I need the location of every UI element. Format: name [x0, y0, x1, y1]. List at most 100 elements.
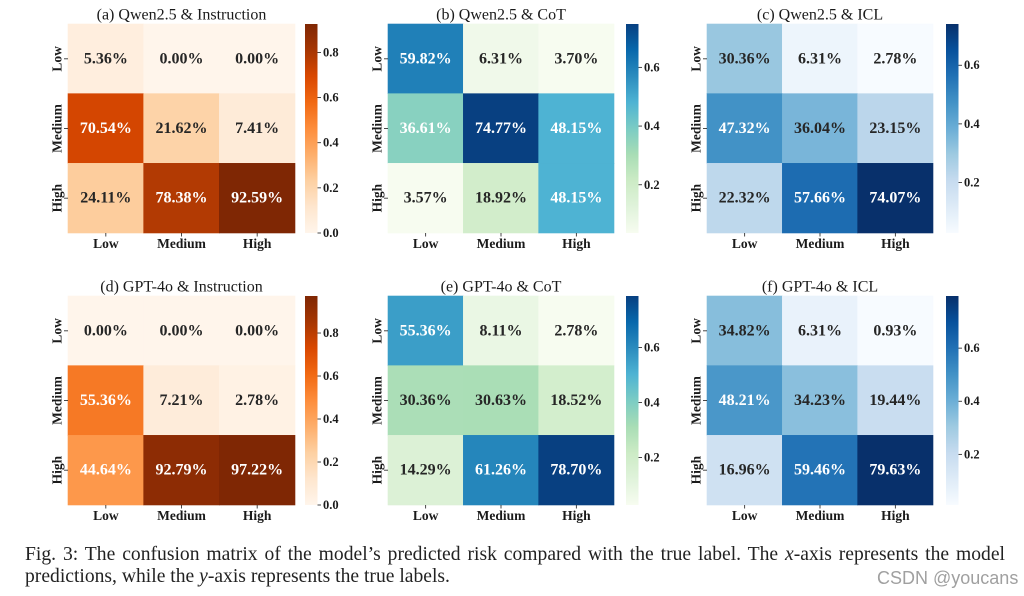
x-tick-label: Medium [796, 236, 846, 251]
x-tick-label: Medium [157, 508, 207, 523]
cell-annotation: 92.59% [231, 190, 283, 207]
heatmap-cell [67, 93, 144, 164]
cell-annotation: 36.04% [794, 120, 846, 137]
y-tick-label: High [50, 455, 65, 484]
cell-annotation: 19.44% [869, 392, 921, 409]
heatmap-cell [538, 163, 615, 234]
heatmap-cell [538, 435, 615, 506]
confusion-matrix-figure: (a) Qwen2.5 & Instruction 5.36% 0.00% 0.00%… [50, 7, 981, 524]
colorbar-tick-label: 0.8 [323, 45, 339, 59]
x-tick-label: High [562, 236, 591, 251]
colorbar-tick-label: 0.4 [323, 412, 339, 426]
colorbar-tick-label: 0.6 [323, 369, 339, 383]
cell-annotation: 34.82% [719, 322, 771, 339]
cell-annotation: 5.36% [84, 50, 128, 67]
heatmap-panel-b: (b) Qwen2.5 & CoT 59.82% 6.31% 3.70% 36.61% 7… [370, 7, 661, 252]
x-tick-label: Medium [477, 508, 527, 523]
panel-title: (c) Qwen2.5 & ICL [757, 7, 883, 24]
colorbar-tick-label: 0.4 [964, 117, 980, 131]
heatmap-cell [463, 435, 539, 506]
heatmap-cell [857, 163, 934, 234]
cell-annotation: 92.79% [156, 462, 208, 479]
colorbar-tick-label: 0.2 [323, 455, 339, 469]
heatmap-panel-a: (a) Qwen2.5 & Instruction 5.36% 0.00% 0.00%… [50, 7, 340, 252]
heatmap-cell [706, 93, 783, 164]
cell-annotation: 79.63% [869, 462, 921, 479]
cell-annotation: 18.92% [475, 190, 527, 207]
cell-annotation: 2.78% [235, 392, 279, 409]
cell-annotation: 6.31% [798, 50, 842, 67]
x-tick-label: Low [732, 508, 758, 523]
cell-annotation: 34.23% [794, 392, 846, 409]
colorbar [305, 296, 318, 505]
heatmap-cell [143, 435, 220, 506]
heatmap-panel-f: (f) GPT-4o & ICL 34.82% 6.31% 0.93% 48.21% 34… [689, 279, 981, 524]
colorbar-tick-label: 0.4 [964, 394, 980, 408]
y-tick-label: High [370, 183, 385, 212]
y-tick-label: High [689, 455, 704, 484]
heatmap-cell [857, 435, 934, 506]
heatmap-cell [67, 23, 144, 94]
colorbar-tick-label: 0.2 [964, 447, 980, 461]
colorbar [305, 24, 318, 233]
heatmap-cell [463, 93, 539, 164]
heatmap-cell [219, 365, 296, 436]
heatmap-cell [782, 295, 858, 366]
x-tick-label: High [881, 236, 910, 251]
y-tick-label: High [689, 183, 704, 212]
heatmap-cell [143, 365, 220, 436]
heatmap-panel-c: (c) Qwen2.5 & ICL 30.36% 6.31% 2.78% 47.32% 3… [689, 7, 981, 252]
y-tick-label: Low [370, 318, 385, 344]
caption-text-part3: -axis represents the true labels. [207, 566, 450, 587]
heatmap-cell [143, 163, 220, 234]
colorbar-tick-label: 0.6 [964, 58, 980, 72]
cell-annotation: 23.15% [869, 120, 921, 137]
colorbar-tick-label: 0.0 [323, 226, 339, 240]
heatmap-cell [219, 435, 296, 506]
x-tick-label: Low [413, 236, 439, 251]
cell-annotation: 48.15% [550, 120, 602, 137]
cell-annotation: 48.21% [719, 392, 771, 409]
heatmap-cell [706, 365, 783, 436]
figure-caption: Fig. 3: The confusion matrix of the mode… [25, 544, 1005, 588]
colorbar-tick-label: 0.6 [323, 91, 339, 105]
heatmap-cell [782, 365, 858, 436]
panel-title: (d) GPT-4o & Instruction [100, 279, 263, 296]
panel-title: (f) GPT-4o & ICL [762, 279, 878, 296]
cell-annotation: 74.07% [869, 190, 921, 207]
cell-annotation: 16.96% [719, 462, 771, 479]
colorbar [626, 24, 639, 233]
y-tick-label: Medium [50, 103, 65, 153]
colorbar [946, 24, 959, 233]
heatmap-cell [538, 365, 615, 436]
colorbar-tick-label: 0.2 [644, 451, 660, 465]
cell-annotation: 36.61% [400, 120, 452, 137]
cell-annotation: 48.15% [550, 190, 602, 207]
heatmap-cell [387, 163, 464, 234]
colorbar-tick-label: 0.8 [323, 326, 339, 340]
watermark: CSDN @youcans [877, 568, 1019, 588]
cell-annotation: 0.93% [873, 322, 917, 339]
y-tick-label: Low [689, 46, 704, 72]
x-tick-label: Medium [157, 236, 207, 251]
heatmap-cell [706, 163, 783, 234]
cell-annotation: 2.78% [873, 50, 917, 67]
x-tick-label: Medium [796, 508, 846, 523]
colorbar-tick-label: 0.4 [323, 136, 339, 150]
cell-annotation: 74.77% [475, 120, 527, 137]
cell-annotation: 7.21% [160, 392, 204, 409]
y-tick-label: Medium [370, 375, 385, 425]
cell-annotation: 22.32% [719, 190, 771, 207]
cell-annotation: 7.41% [235, 120, 279, 137]
heatmap-cell [782, 435, 858, 506]
colorbar-tick-label: 0.0 [323, 498, 339, 512]
heatmap-cell [857, 295, 934, 366]
caption-x-variable: x [785, 544, 794, 565]
cell-annotation: 78.70% [550, 462, 602, 479]
heatmap-cell [857, 23, 934, 94]
x-tick-label: Low [93, 236, 119, 251]
cell-annotation: 55.36% [400, 322, 452, 339]
cell-annotation: 6.31% [798, 322, 842, 339]
cell-annotation: 18.52% [550, 392, 602, 409]
heatmap-cell [463, 23, 539, 94]
